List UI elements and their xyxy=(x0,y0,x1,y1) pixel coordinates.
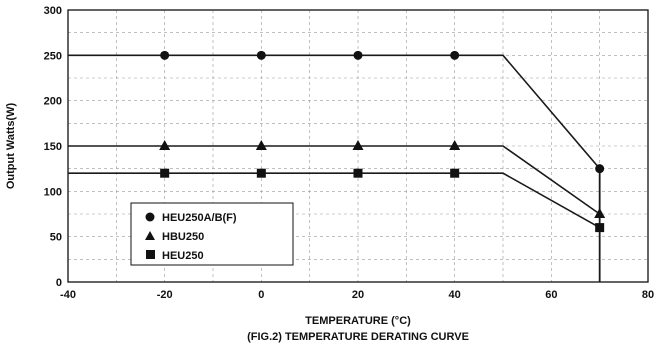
x-tick-label: -40 xyxy=(60,289,76,301)
x-tick-label: 80 xyxy=(642,289,654,301)
series-line-triangle xyxy=(68,145,601,215)
x-tick-label: 20 xyxy=(352,289,364,301)
triangle-marker xyxy=(255,140,267,150)
legend-label-hbu250: HBU250 xyxy=(162,231,204,243)
triangle-marker xyxy=(594,208,606,218)
markers-group xyxy=(159,50,606,233)
y-tick-label: 300 xyxy=(44,5,62,17)
legend-item-heu250ab: HEU250A/B(F) xyxy=(145,212,237,224)
legend-item-hbu250: HBU250 xyxy=(145,231,204,243)
x-axis-title: TEMPERATURE (°C) xyxy=(305,315,411,327)
legend-triangle-marker xyxy=(145,231,155,240)
y-tick-label: 150 xyxy=(44,141,62,153)
x-tick-labels: -40 -20 0 20 40 60 80 xyxy=(60,289,654,301)
y-tick-label: 50 xyxy=(50,232,62,244)
legend-label-heu250: HEU250 xyxy=(162,250,204,262)
y-axis-title: Output Watts(W) xyxy=(5,102,17,189)
triangle-marker xyxy=(159,140,171,150)
circle-marker xyxy=(256,50,266,60)
triangle-marker xyxy=(449,140,461,150)
triangle-marker xyxy=(352,140,364,150)
series-group xyxy=(68,54,601,282)
square-marker xyxy=(353,168,363,178)
x-tick-label: 40 xyxy=(449,289,461,301)
chart-caption: (FIG.2) TEMPERATURE DERATING CURVE xyxy=(247,331,469,343)
y-tick-labels: 0 50 100 150 200 250 300 xyxy=(44,5,62,289)
y-tick-label: 0 xyxy=(56,277,62,289)
square-marker xyxy=(256,168,266,178)
y-tick-label: 100 xyxy=(44,186,62,198)
series-line-square xyxy=(68,172,601,229)
square-marker xyxy=(160,168,170,178)
y-tick-label: 200 xyxy=(44,96,62,108)
circle-marker xyxy=(353,50,363,60)
legend-label-heu250ab: HEU250A/B(F) xyxy=(162,212,237,224)
square-marker xyxy=(595,223,605,233)
legend-item-heu250: HEU250 xyxy=(146,250,204,262)
legend-circle-marker xyxy=(145,212,155,222)
legend-box xyxy=(130,202,294,266)
legend-square-marker xyxy=(146,250,155,259)
y-tick-label: 250 xyxy=(44,50,62,62)
circle-marker xyxy=(595,164,605,174)
x-tick-label: 0 xyxy=(258,289,264,301)
x-tick-label: -20 xyxy=(157,289,173,301)
legend: HEU250A/B(F) HBU250 HEU250 xyxy=(130,202,294,266)
series-line-circle xyxy=(68,54,601,170)
square-marker xyxy=(450,168,460,178)
circle-marker xyxy=(160,50,170,60)
x-tick-label: 60 xyxy=(545,289,557,301)
circle-marker xyxy=(450,50,460,60)
